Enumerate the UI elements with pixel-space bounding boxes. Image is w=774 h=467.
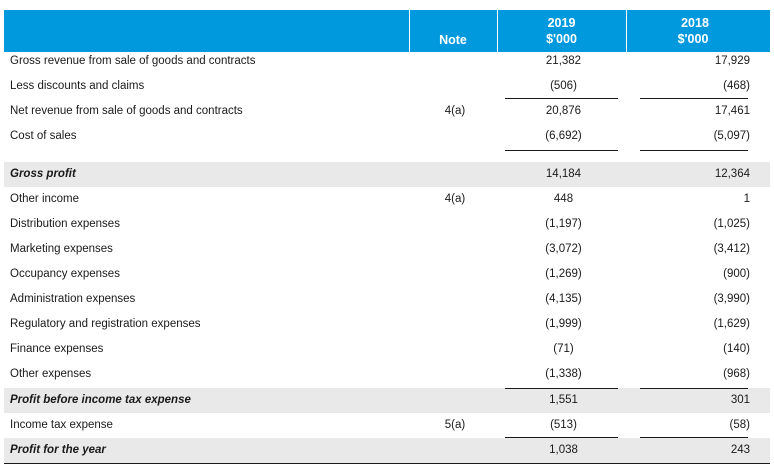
value-2018: (5,097) xyxy=(713,130,750,142)
header-divider xyxy=(497,10,498,52)
value-2018: (1,025) xyxy=(713,218,750,230)
table-row: Occupancy expenses (1,269) (900) xyxy=(4,262,770,287)
row-label: Administration expenses xyxy=(10,293,136,305)
value-2019: (513) xyxy=(550,419,577,431)
value-2018: (140) xyxy=(723,343,750,355)
value-2019: (1,197) xyxy=(545,218,582,230)
row-label: Cost of sales xyxy=(10,130,77,142)
table-row-gross-profit: Gross profit 14,184 12,364 xyxy=(4,162,770,187)
value-2018: 17,461 xyxy=(714,105,750,117)
header-divider xyxy=(409,10,410,52)
value-2018: 301 xyxy=(730,394,750,406)
row-label: Other income xyxy=(10,193,80,205)
subtotal-rule xyxy=(640,437,748,438)
row-label: Regulatory and registration expenses xyxy=(10,318,201,330)
subtotal-rule xyxy=(505,388,618,389)
table-row: Finance expenses (71) (140) xyxy=(4,337,770,362)
row-note: 4(a) xyxy=(444,193,466,205)
value-2019: 20,876 xyxy=(545,105,582,117)
header-divider xyxy=(626,10,627,52)
value-2018: (58) xyxy=(729,419,750,431)
table-row: Other expenses (1,338) (968) xyxy=(4,362,770,387)
value-2018: 1 xyxy=(743,193,750,205)
value-2019: (4,135) xyxy=(545,293,582,305)
table-row: Administration expenses (4,135) (3,990) xyxy=(4,287,770,312)
value-2018: 12,364 xyxy=(714,168,750,180)
value-2019: (3,072) xyxy=(545,243,582,255)
table-row: Income tax expense 5(a) (513) (58) xyxy=(4,413,770,438)
row-note: 5(a) xyxy=(444,419,466,431)
row-label: Income tax expense xyxy=(10,419,113,431)
table-row: Marketing expenses (3,072) (3,412) xyxy=(4,237,770,262)
table-row: Regulatory and registration expenses (1,… xyxy=(4,312,770,337)
row-label: Other expenses xyxy=(10,368,92,380)
row-label: Gross revenue from sale of goods and con… xyxy=(10,55,256,67)
note-column-header: Note xyxy=(439,33,467,47)
table-row: Distribution expenses (1,197) (1,025) xyxy=(4,212,770,237)
subtotal-rule xyxy=(640,98,748,99)
row-label: Finance expenses xyxy=(10,343,104,355)
value-2019: (71) xyxy=(553,343,574,355)
value-2018: (900) xyxy=(723,268,750,280)
subtotal-rule xyxy=(505,437,618,438)
row-label: Occupancy expenses xyxy=(10,268,120,280)
year-2018-header: 2018 xyxy=(681,16,709,30)
row-label: Profit for the year xyxy=(10,444,106,456)
value-2019: (6,692) xyxy=(545,130,582,142)
table-row: Net revenue from sale of goods and contr… xyxy=(4,99,770,124)
table-row: Other income 4(a) 448 1 xyxy=(4,187,770,212)
table-bottom-rule xyxy=(4,463,770,464)
year-2019-header: 2019 xyxy=(547,16,576,30)
table-row: Cost of sales (6,692) (5,097) xyxy=(4,124,770,149)
table-row-profit-for-year: Profit for the year 1,038 243 xyxy=(4,438,770,463)
value-2018: (3,412) xyxy=(713,243,750,255)
value-2019: (1,338) xyxy=(545,368,582,380)
value-2019: (506) xyxy=(550,80,577,92)
value-2018: (3,990) xyxy=(713,293,750,305)
subtotal-rule xyxy=(640,388,748,389)
value-2018: (968) xyxy=(723,368,750,380)
unit-2019-header: $'000 xyxy=(546,32,577,46)
value-2019: (1,999) xyxy=(545,318,582,330)
value-2019: 21,382 xyxy=(545,55,582,67)
row-label: Less discounts and claims xyxy=(10,80,145,92)
table-header xyxy=(4,10,770,52)
subtotal-rule xyxy=(640,150,748,151)
row-label: Gross profit xyxy=(10,168,76,180)
row-label: Net revenue from sale of goods and contr… xyxy=(10,105,243,117)
value-2018: (468) xyxy=(723,80,750,92)
value-2018: 243 xyxy=(730,444,750,456)
table-row: Less discounts and claims (506) (468) xyxy=(4,74,770,99)
unit-2018-header: $'000 xyxy=(677,32,709,46)
subtotal-rule xyxy=(505,150,618,151)
value-2019: 1,551 xyxy=(549,394,578,406)
row-note: 4(a) xyxy=(444,105,466,117)
table-row: Gross revenue from sale of goods and con… xyxy=(4,49,770,74)
value-2018: (1,629) xyxy=(713,318,750,330)
row-label: Distribution expenses xyxy=(10,218,120,230)
value-2019: 448 xyxy=(553,193,574,205)
value-2019: (1,269) xyxy=(545,268,582,280)
row-label: Profit before income tax expense xyxy=(10,394,191,406)
row-label: Marketing expenses xyxy=(10,243,113,255)
value-2019: 14,184 xyxy=(545,168,582,180)
value-2018: 17,929 xyxy=(714,55,750,67)
value-2019: 1,038 xyxy=(549,444,578,456)
table-row-profit-before-tax: Profit before income tax expense 1,551 3… xyxy=(4,388,770,413)
subtotal-rule xyxy=(505,98,618,99)
